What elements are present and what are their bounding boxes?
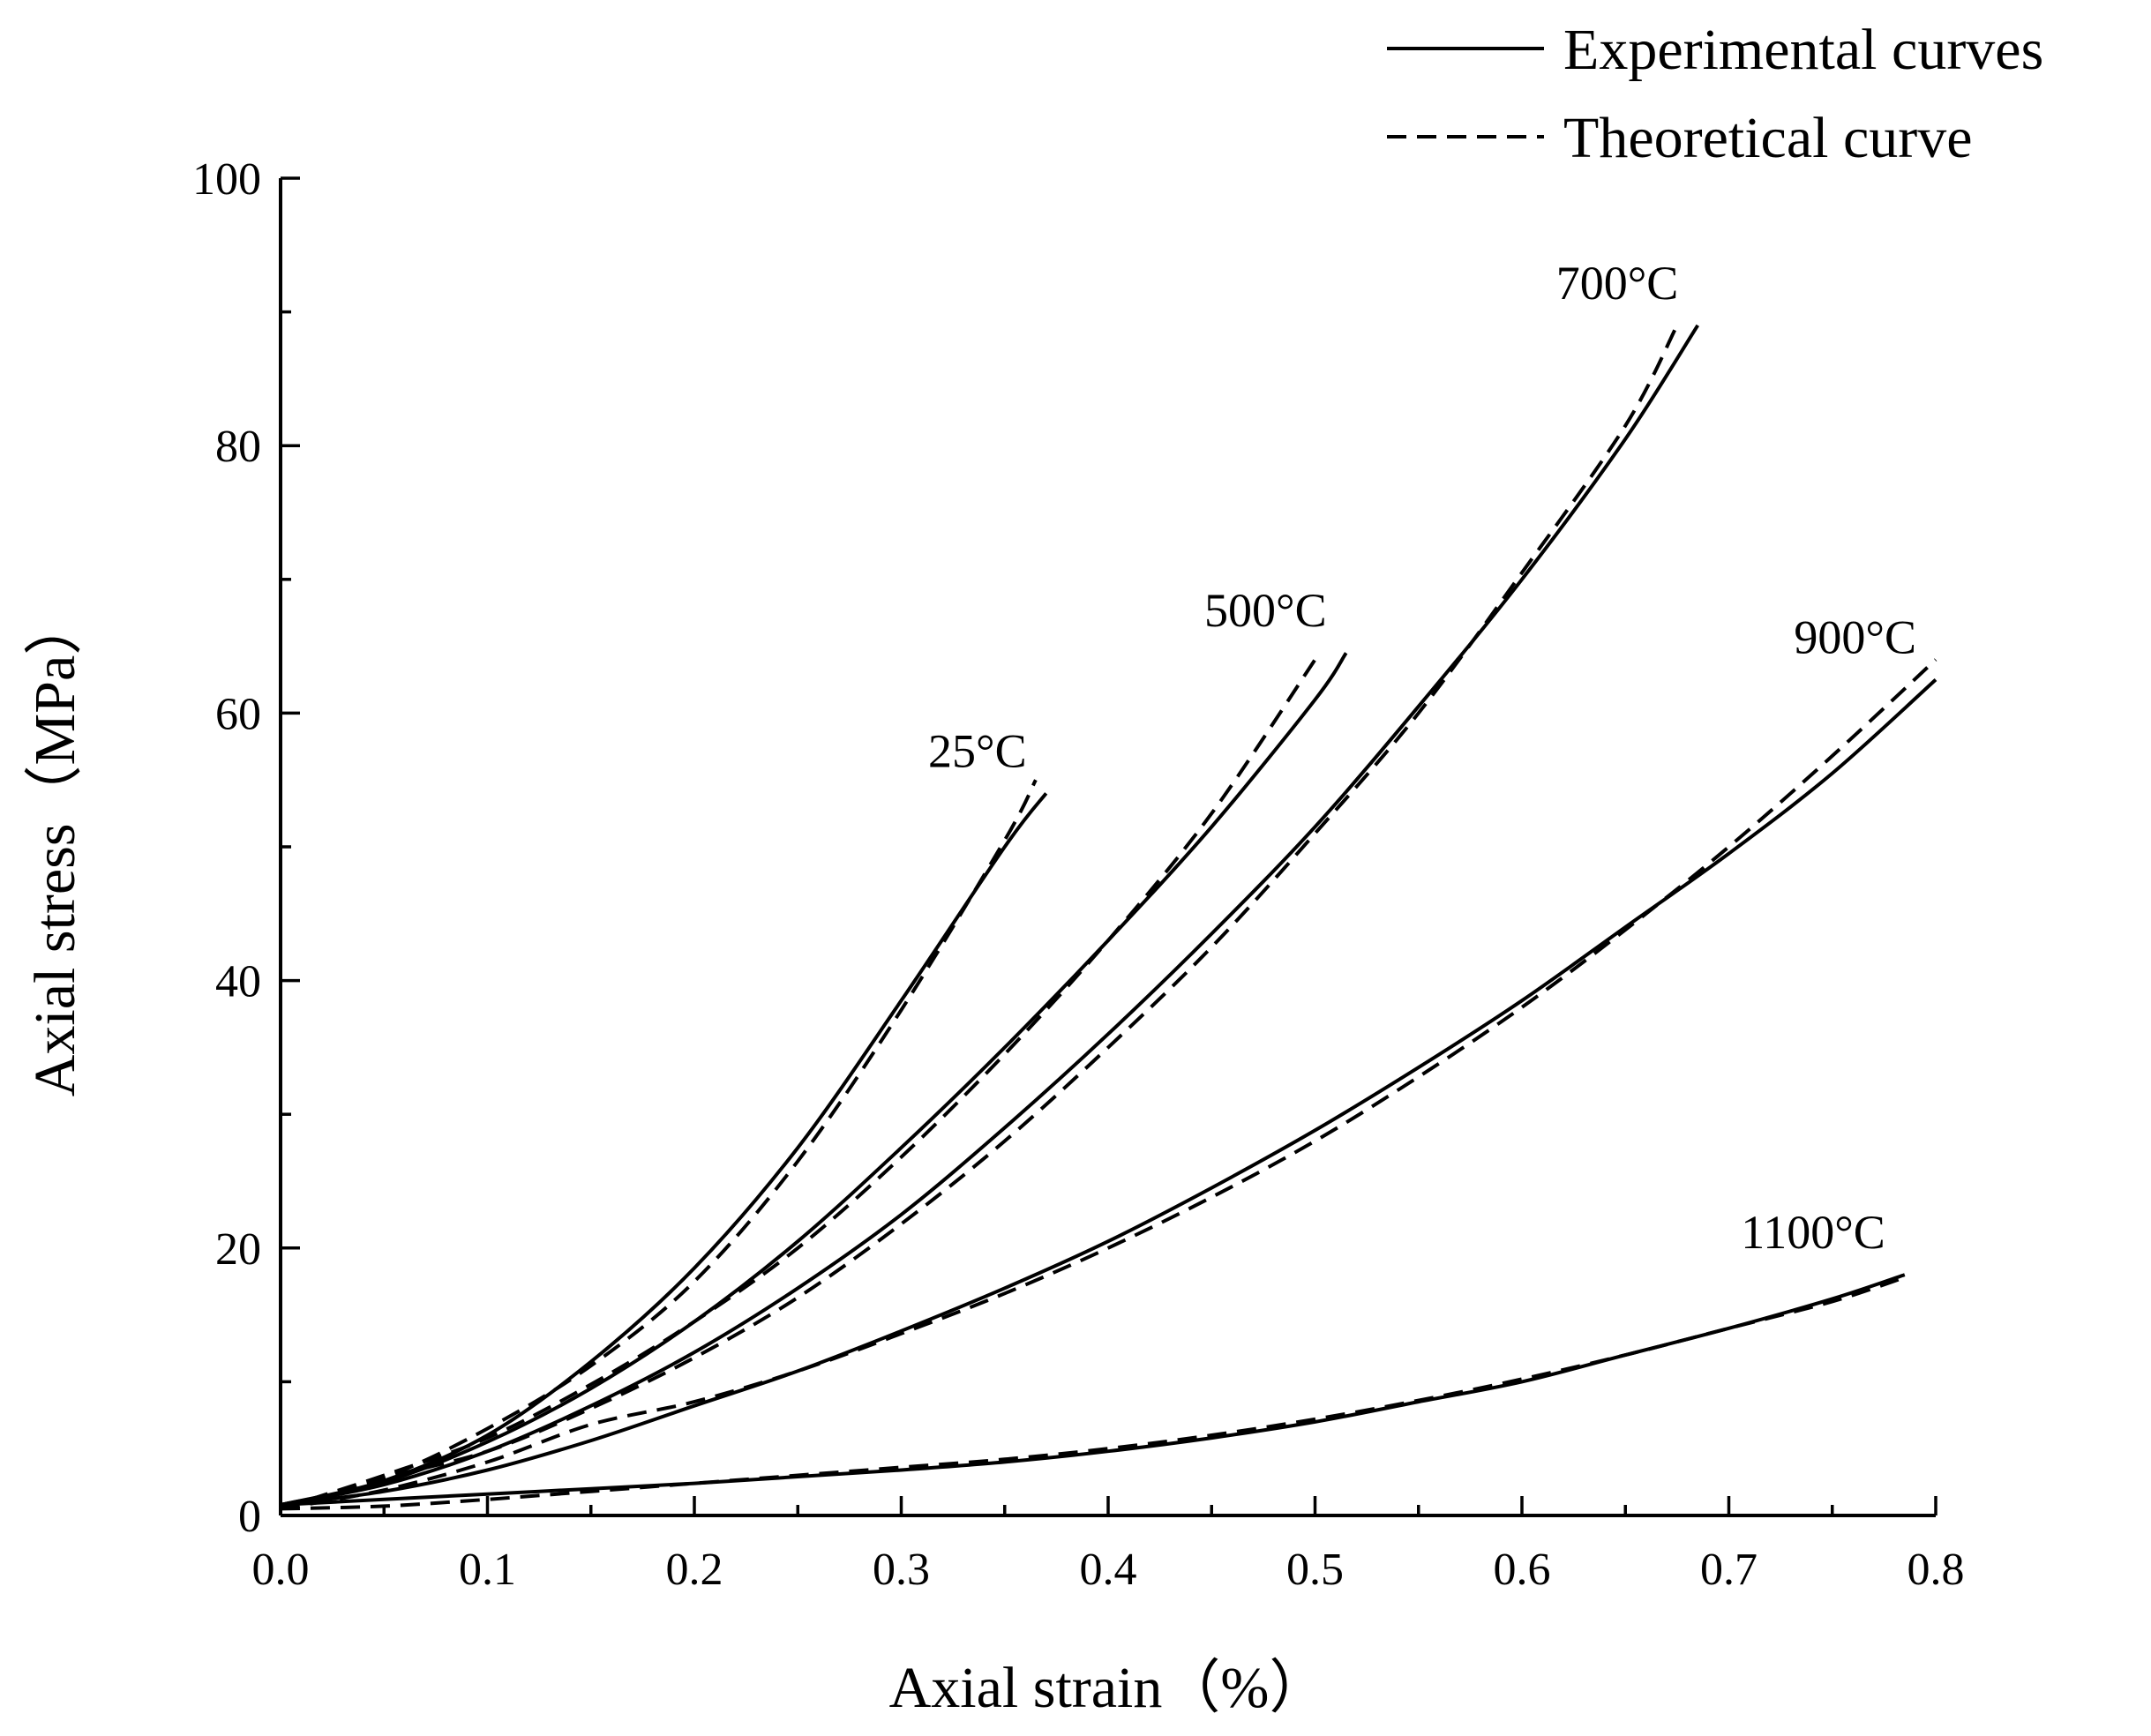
- x-tick-label: 0.6: [1494, 1545, 1551, 1595]
- x-tick-label: 0.0: [252, 1545, 310, 1595]
- axes: [279, 178, 1936, 1517]
- x-tick-label: 0.1: [459, 1545, 516, 1595]
- series-labels: 25°C 500°C 700°C 900°C 1100°C: [928, 257, 1916, 1259]
- theoretical-line-700C: [280, 324, 1679, 1511]
- tick-labels: 0.0 0.1 0.2 0.3 0.4 0.5 0.6 0.7 0.8 0 20 40 60 80 100: [192, 154, 1965, 1595]
- theoretical-line-1100C: [280, 1276, 1906, 1511]
- x-tick-label: 0.4: [1080, 1545, 1137, 1595]
- x-axis-title: Axial strain（%）: [889, 1656, 1328, 1720]
- experimental-line-500C: [280, 652, 1348, 1507]
- x-tick-label: 0.8: [1907, 1545, 1965, 1595]
- ticks: [279, 176, 1937, 1517]
- y-tick-label: 40: [215, 957, 261, 1007]
- x-tick-label: 0.7: [1700, 1545, 1758, 1595]
- theoretical-line-500C: [280, 658, 1317, 1511]
- experimental-line-25C: [280, 792, 1048, 1507]
- experimental-line-700C: [280, 324, 1699, 1507]
- x-tick-label: 0.5: [1286, 1545, 1344, 1595]
- series-label-900C: 900°C: [1794, 611, 1916, 664]
- series-label-500C: 500°C: [1204, 584, 1327, 637]
- theoretical-line-25C: [280, 779, 1038, 1511]
- y-axis-title: Axial stress（MPa）: [23, 597, 87, 1096]
- series-label-700C: 700°C: [1556, 257, 1679, 310]
- theoretical-line-900C: [280, 658, 1937, 1511]
- y-tick-label: 0: [238, 1492, 261, 1542]
- y-tick-label: 100: [192, 154, 261, 205]
- experimental-line-900C: [280, 678, 1937, 1507]
- x-tick-label: 0.3: [873, 1545, 930, 1595]
- legend-experimental-label: Experimental curves: [1563, 18, 2043, 82]
- y-tick-label: 20: [215, 1224, 261, 1275]
- series-label-25C: 25°C: [928, 724, 1027, 777]
- legend-theoretical-label: Theoretical curve: [1563, 106, 1973, 170]
- series-label-1100C: 1100°C: [1741, 1206, 1885, 1259]
- x-tick-label: 0.2: [666, 1545, 723, 1595]
- experimental-line-1100C: [280, 1273, 1906, 1507]
- legend: Experimental curves Theoretical curve: [1387, 18, 2043, 170]
- series-lines: [280, 324, 1937, 1511]
- y-tick-label: 80: [215, 422, 261, 472]
- y-tick-label: 60: [215, 689, 261, 739]
